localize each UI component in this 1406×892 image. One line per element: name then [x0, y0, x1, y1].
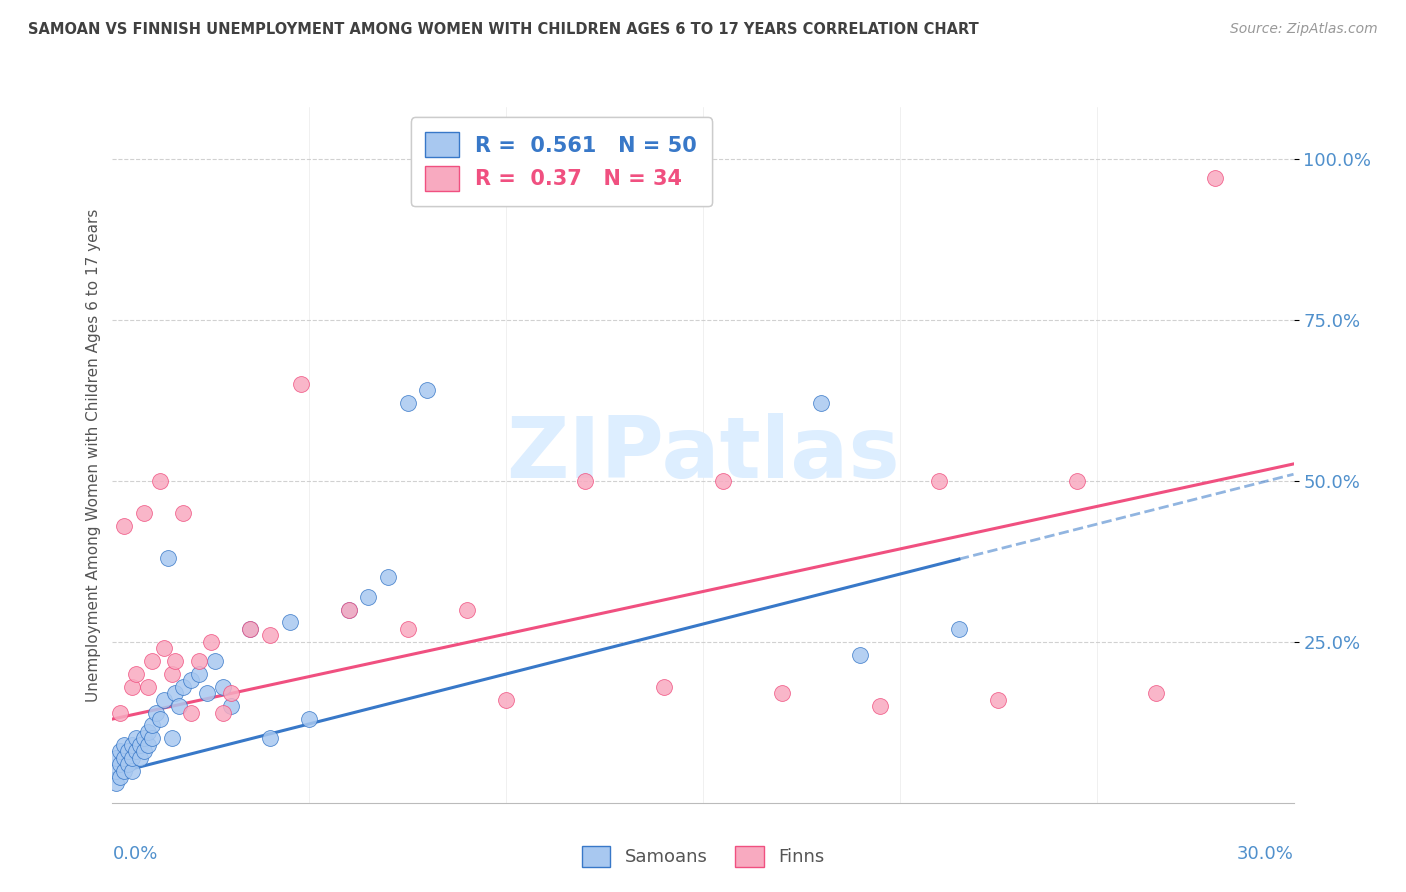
Point: [239, 622, 262, 636]
Point: [172, 680, 194, 694]
Y-axis label: Unemployment Among Women with Children Ages 6 to 17 years: Unemployment Among Women with Children A…: [86, 208, 101, 702]
Point: [156, 551, 179, 566]
Point: [849, 648, 872, 662]
Point: [149, 712, 172, 726]
Point: [200, 634, 222, 648]
Point: [129, 750, 152, 764]
Point: [165, 686, 187, 700]
Point: [105, 776, 128, 790]
Point: [239, 622, 262, 636]
Point: [948, 622, 970, 636]
Point: [396, 396, 419, 410]
Point: [180, 706, 202, 720]
Point: [145, 706, 167, 720]
Point: [149, 474, 172, 488]
Point: [105, 750, 128, 764]
Point: [141, 731, 163, 746]
Point: [125, 744, 148, 758]
Point: [136, 738, 159, 752]
Point: [121, 680, 143, 694]
Point: [172, 506, 194, 520]
Point: [121, 738, 143, 752]
Point: [396, 622, 419, 636]
Point: [112, 764, 135, 778]
Point: [132, 731, 155, 746]
Point: [770, 686, 793, 700]
Point: [211, 680, 233, 694]
Point: [357, 590, 380, 604]
Point: [125, 731, 148, 746]
Point: [928, 474, 950, 488]
Point: [121, 750, 143, 764]
Point: [112, 750, 135, 764]
Point: [180, 673, 202, 688]
Point: [711, 474, 734, 488]
Point: [141, 654, 163, 668]
Point: [105, 764, 128, 778]
Point: [337, 602, 360, 616]
Point: [110, 770, 132, 784]
Legend: Samoans, Finns: Samoans, Finns: [574, 838, 832, 874]
Point: [188, 667, 211, 681]
Point: [869, 699, 891, 714]
Point: [278, 615, 301, 630]
Point: [456, 602, 478, 616]
Point: [219, 699, 242, 714]
Point: [1144, 686, 1167, 700]
Point: [110, 744, 132, 758]
Point: [195, 686, 218, 700]
Point: [1204, 170, 1226, 185]
Point: [117, 744, 139, 758]
Point: [987, 692, 1010, 706]
Point: [290, 377, 312, 392]
Point: [219, 686, 242, 700]
Point: [337, 602, 360, 616]
Point: [416, 384, 439, 398]
Point: [259, 628, 281, 642]
Point: [188, 654, 211, 668]
Text: ZIPatlas: ZIPatlas: [506, 413, 900, 497]
Point: [652, 680, 675, 694]
Point: [160, 731, 183, 746]
Text: SAMOAN VS FINNISH UNEMPLOYMENT AMONG WOMEN WITH CHILDREN AGES 6 TO 17 YEARS CORR: SAMOAN VS FINNISH UNEMPLOYMENT AMONG WOM…: [28, 22, 979, 37]
Point: [204, 654, 226, 668]
Point: [810, 396, 832, 410]
Point: [211, 706, 233, 720]
Text: 0.0%: 0.0%: [112, 845, 157, 863]
Point: [1066, 474, 1088, 488]
Point: [121, 764, 143, 778]
Point: [141, 718, 163, 732]
Point: [160, 667, 183, 681]
Point: [112, 518, 135, 533]
Point: [117, 757, 139, 772]
Point: [377, 570, 399, 584]
Point: [574, 474, 596, 488]
Point: [152, 641, 174, 656]
Text: Source: ZipAtlas.com: Source: ZipAtlas.com: [1230, 22, 1378, 37]
Point: [298, 712, 321, 726]
Point: [259, 731, 281, 746]
Text: 30.0%: 30.0%: [1237, 845, 1294, 863]
Point: [129, 738, 152, 752]
Point: [136, 725, 159, 739]
Point: [112, 738, 135, 752]
Point: [165, 654, 187, 668]
Point: [132, 506, 155, 520]
Point: [152, 692, 174, 706]
Point: [110, 757, 132, 772]
Point: [132, 744, 155, 758]
Point: [169, 699, 191, 714]
Point: [495, 692, 517, 706]
Point: [125, 667, 148, 681]
Point: [136, 680, 159, 694]
Point: [110, 706, 132, 720]
